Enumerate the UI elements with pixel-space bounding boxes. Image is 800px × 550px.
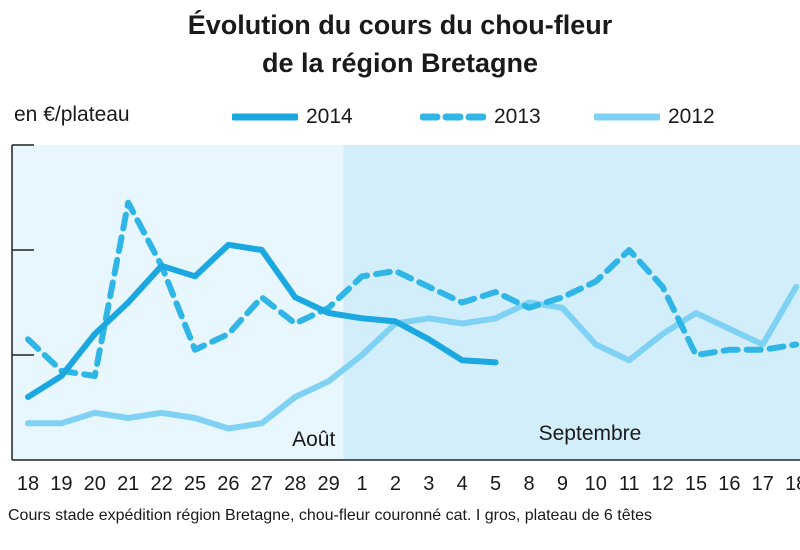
x-tick-label-16: 9 (557, 473, 568, 495)
chart-title: Évolution du cours du chou-fleur de la r… (0, 6, 800, 82)
legend-label-2014: 2014 (306, 105, 353, 128)
x-tick-label-5: 25 (184, 473, 206, 495)
month-label-aout: Août (292, 428, 335, 451)
x-tick-label-2: 20 (84, 473, 106, 495)
x-tick-label-7: 27 (251, 473, 273, 495)
legend-swatch-2013 (420, 113, 486, 121)
x-tick-label-21: 16 (718, 473, 740, 495)
legend-label-2012: 2012 (668, 105, 715, 128)
legend-item-2013: 2013 (420, 100, 541, 134)
legend-item-2012: 2012 (594, 100, 715, 134)
legend-item-2014: 2014 (232, 100, 353, 134)
x-tick-label-8: 28 (284, 473, 306, 495)
legend-swatch-2014 (232, 113, 298, 121)
x-tick-label-14: 5 (490, 473, 501, 495)
legend: 2014 2013 2012 (0, 100, 800, 134)
x-tick-label-20: 15 (685, 473, 707, 495)
x-tick-label-22: 17 (752, 473, 774, 495)
month-band-septembre (343, 145, 800, 460)
title-line-1: Évolution du cours du chou-fleur (187, 10, 613, 40)
month-label-septembre: Septembre (539, 422, 642, 445)
x-tick-label-11: 2 (390, 473, 401, 495)
x-tick-label-13: 4 (457, 473, 468, 495)
legend-swatch-2012 (594, 113, 660, 121)
x-tick-label-17: 10 (585, 473, 607, 495)
title-line-2: de la région Bretagne (261, 48, 539, 78)
x-tick-label-23: 18 (785, 473, 800, 495)
chart-footnote: Cours stade expédition région Bretagne, … (8, 507, 652, 524)
x-tick-label-10: 1 (356, 473, 367, 495)
x-tick-label-19: 12 (651, 473, 673, 495)
x-tick-label-0: 18 (17, 473, 39, 495)
x-tick-label-3: 21 (117, 473, 139, 495)
series-line-2013 (25, 199, 800, 379)
x-tick-label-4: 22 (150, 473, 172, 495)
x-tick-label-15: 8 (523, 473, 534, 495)
x-tick-label-12: 3 (423, 473, 434, 495)
y-unit-label: en €/plateau (14, 103, 130, 126)
series-line-2012 (25, 283, 800, 432)
x-tick-label-18: 11 (619, 473, 640, 495)
x-tick-label-6: 26 (217, 473, 239, 495)
x-tick-label-1: 19 (50, 473, 72, 495)
x-tick-label-9: 29 (317, 473, 339, 495)
legend-label-2013: 2013 (494, 105, 541, 128)
